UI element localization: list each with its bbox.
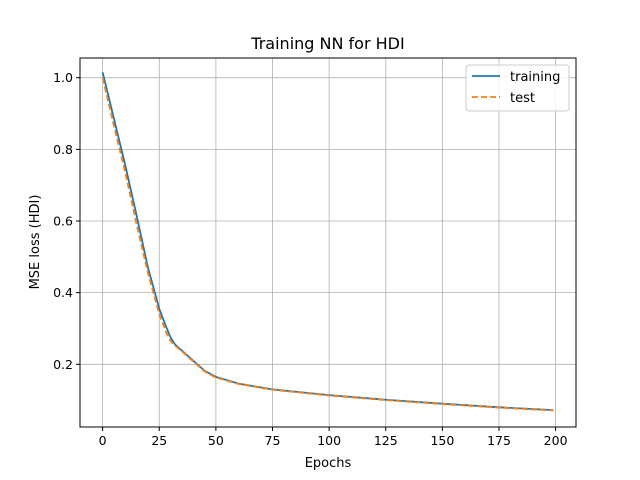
- plot-frame: [79, 57, 577, 428]
- legend-label-test: test: [510, 91, 535, 106]
- y-tick-label: 0.6: [53, 214, 73, 229]
- y-tick-label: 0.2: [53, 357, 73, 372]
- series-line-training: [101, 72, 554, 412]
- legend-label-training: training: [510, 70, 560, 85]
- x-tick-label: 200: [544, 433, 568, 448]
- y-axis-label: MSE loss (HDI): [28, 195, 43, 290]
- x-tick-label: 150: [430, 433, 454, 448]
- series-layer: [101, 72, 554, 412]
- x-tick-label: 100: [317, 433, 341, 448]
- x-tick-label: 175: [487, 433, 511, 448]
- chart-title: Training NN for HDI: [250, 34, 404, 53]
- y-tick-label: 1.0: [53, 70, 73, 85]
- x-tick-label: 75: [265, 433, 281, 448]
- x-tick-label: 0: [99, 433, 107, 448]
- legend: training test: [465, 64, 570, 112]
- x-tick-label: 125: [374, 433, 398, 448]
- x-axis-label: Epochs: [305, 456, 352, 471]
- y-tick-label: 0.4: [53, 285, 73, 300]
- series-line-test: [101, 77, 554, 412]
- y-tick-label: 0.8: [53, 142, 73, 157]
- grid: [80, 58, 576, 427]
- x-tick-label: 25: [151, 433, 167, 448]
- ticks: 0 25 50 75 100 125 150 175 200 0.2 0.4 0.6 0.8 1.0: [53, 70, 567, 448]
- x-tick-label: 50: [208, 433, 224, 448]
